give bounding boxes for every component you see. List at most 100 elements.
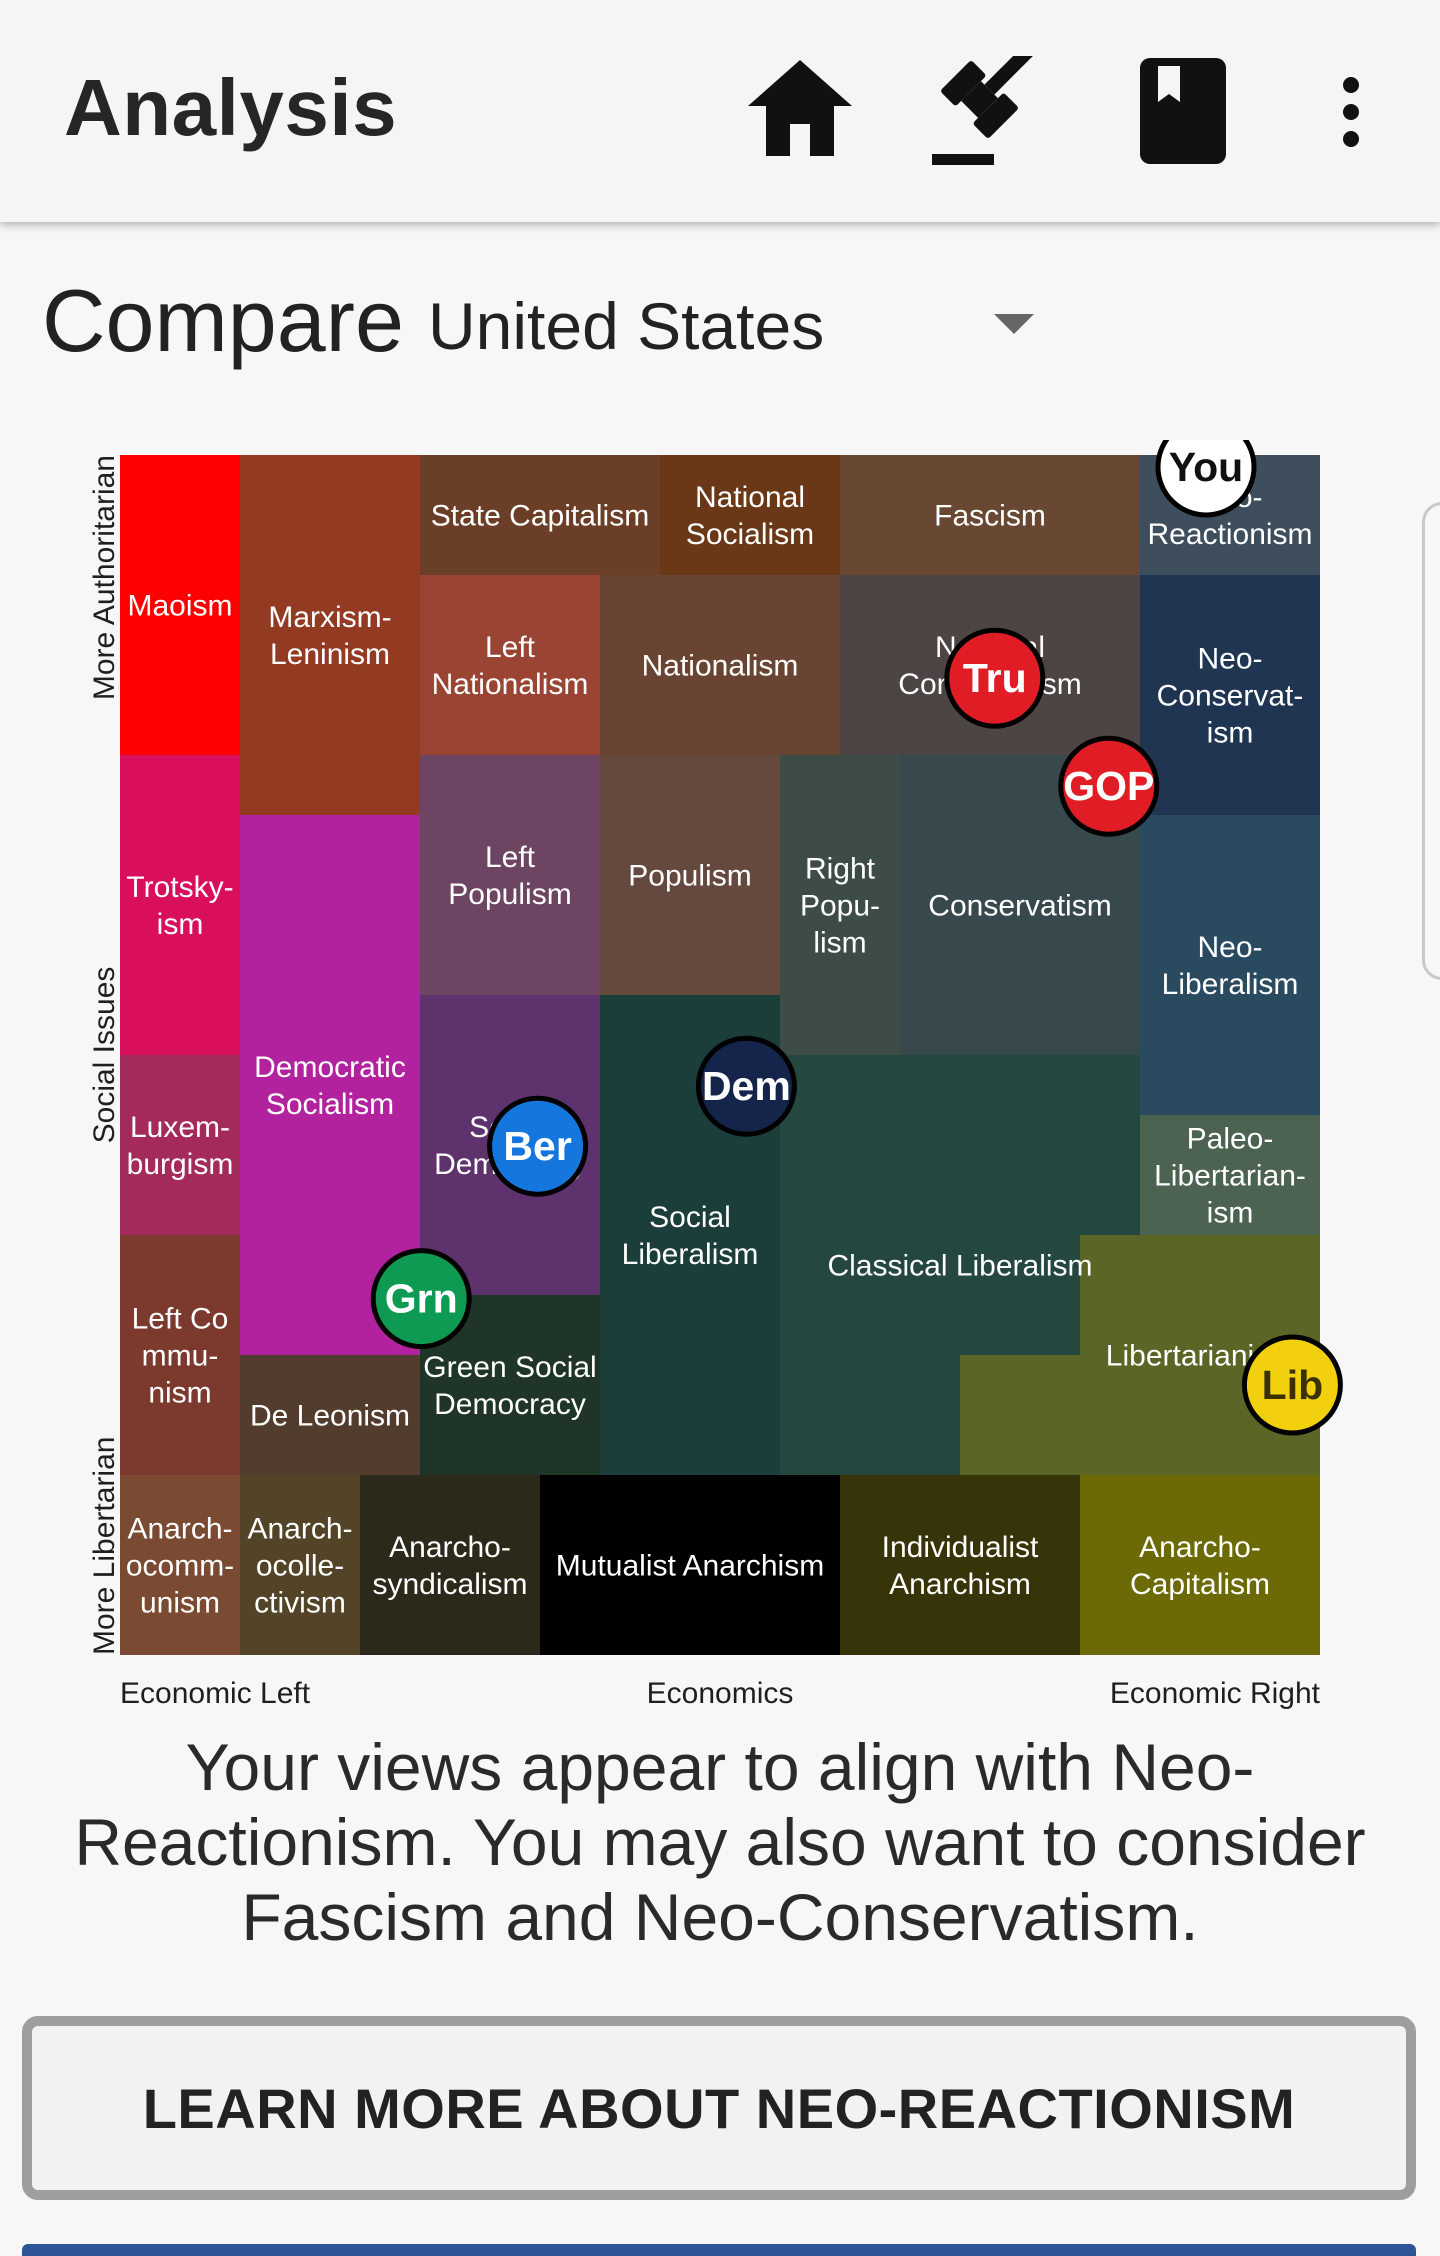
region-block-fascism[interactable] [840, 455, 1140, 575]
marker-you[interactable]: You [1155, 440, 1257, 518]
region-libertarianism[interactable] [960, 1235, 1320, 1475]
region-label-line: Green Social [423, 1351, 596, 1384]
region-block-right-populism[interactable] [780, 755, 900, 1055]
region-block-libertarianism-2[interactable] [960, 1355, 1080, 1475]
region-label-line: Conservat- [1157, 680, 1304, 713]
region-block-marxism-leninism[interactable] [240, 455, 420, 815]
region-block-individualist-anarchism[interactable] [840, 1475, 1080, 1655]
region-block-anarcho-communism[interactable] [120, 1475, 240, 1655]
region-left-communism[interactable] [120, 1235, 240, 1475]
learn-more-button[interactable]: LEARN MORE ABOUT NEO-REACTIONISM [22, 2016, 1416, 2200]
region-block-national-socialism[interactable] [660, 455, 840, 575]
marker-circle-dem[interactable] [695, 1035, 797, 1137]
region-label-mutualist-anarchism: Mutualist Anarchism [556, 1550, 824, 1583]
region-block-left-populism[interactable] [420, 755, 600, 995]
region-label-line: ocolle- [256, 1550, 344, 1583]
region-label-line: Neo- [1197, 931, 1262, 964]
region-de-leonism[interactable] [240, 1355, 420, 1475]
region-luxemburgism[interactable] [120, 1055, 240, 1235]
region-label-line: burgism [127, 1148, 234, 1181]
region-anarcho-capitalism[interactable] [1080, 1475, 1320, 1655]
region-label-line: Populism [628, 860, 751, 893]
country-dropdown[interactable]: United States [428, 278, 1040, 374]
y-axis-label-top: More Authoritarian [88, 455, 121, 700]
marker-circle-ber[interactable] [487, 1095, 589, 1197]
page-title: Analysis [64, 63, 398, 152]
region-block-paleo-libertarianism[interactable] [1140, 1115, 1320, 1235]
region-block-mutualist-anarchism[interactable] [540, 1475, 840, 1655]
region-block-populism[interactable] [600, 755, 780, 995]
region-label-left-populism: Left Populism [448, 841, 571, 911]
region-label-luxemburgism: Luxem-burgism [127, 1111, 234, 1181]
region-label-line: Anarch- [247, 1513, 352, 1546]
marker-circle-tru[interactable] [944, 627, 1046, 729]
region-block-maoism[interactable] [120, 455, 240, 755]
region-label-de-leonism: De Leonism [250, 1400, 410, 1433]
region-block-de-leonism[interactable] [240, 1355, 420, 1475]
region-label-line: Populism [448, 878, 571, 911]
region-block-neo-liberalism[interactable] [1140, 815, 1320, 1115]
region-label-neo-conservatism: Neo- Conservat-ism [1157, 643, 1304, 750]
region-label-line: Anarchism [889, 1568, 1031, 1601]
region-populism[interactable] [600, 755, 780, 995]
region-neo-conservatism[interactable] [1140, 575, 1320, 815]
region-left-populism[interactable] [420, 755, 600, 995]
region-label-line: lism [813, 927, 866, 960]
region-block-neo-conservatism[interactable] [1140, 575, 1320, 815]
marker-dem[interactable]: Dem [695, 1035, 797, 1137]
region-label-marxism-leninism: Marxism- Leninism [268, 601, 391, 671]
region-maoism[interactable] [120, 455, 240, 755]
region-anarcho-syndicalism[interactable] [360, 1475, 540, 1655]
region-label-fascism: Fascism [934, 500, 1046, 533]
marker-circle-gop[interactable] [1058, 735, 1160, 837]
gavel-icon[interactable] [926, 56, 1050, 172]
marker-circle-lib[interactable] [1241, 1334, 1343, 1436]
region-individualist-anarchism[interactable] [840, 1475, 1080, 1655]
x-axis-label-left: Economic Left [120, 1677, 311, 1710]
marker-lib[interactable]: Lib [1241, 1334, 1343, 1436]
region-fascism[interactable] [840, 455, 1140, 575]
more-vert-icon[interactable] [1334, 76, 1368, 148]
y-axis-label-bottom: More Libertarian [88, 1437, 121, 1655]
marker-grn[interactable]: Grn [370, 1248, 472, 1350]
region-block-anarcho-capitalism[interactable] [1080, 1475, 1320, 1655]
country-value: United States [428, 289, 825, 363]
home-icon[interactable] [744, 56, 856, 160]
region-marxism-leninism[interactable] [240, 455, 420, 815]
edge-panel-handle[interactable] [1422, 502, 1440, 980]
region-label-line: Left [485, 841, 536, 874]
region-national-socialism[interactable] [660, 455, 840, 575]
region-block-nationalism[interactable] [600, 575, 840, 755]
marker-tru[interactable]: Tru [944, 627, 1046, 729]
region-label-line: Democratic [254, 1051, 406, 1084]
region-label-populism: Populism [628, 860, 751, 893]
region-mutualist-anarchism[interactable] [540, 1475, 840, 1655]
region-label-line: Left Co [132, 1303, 229, 1336]
region-right-populism[interactable] [780, 755, 900, 1055]
region-block-left-communism[interactable] [120, 1235, 240, 1475]
region-state-capitalism[interactable] [420, 455, 660, 575]
region-left-nationalism[interactable] [420, 575, 600, 755]
region-block-luxemburgism[interactable] [120, 1055, 240, 1235]
region-neo-liberalism[interactable] [1140, 815, 1320, 1115]
book-icon[interactable] [1138, 56, 1228, 166]
region-trotskyism[interactable] [120, 755, 240, 1055]
region-label-line: Paleo- [1187, 1123, 1274, 1156]
region-block-trotskyism[interactable] [120, 755, 240, 1055]
marker-label-tru: Tru [963, 655, 1027, 701]
region-label-maoism: Maoism [127, 590, 232, 623]
marker-gop[interactable]: GOP [1058, 735, 1160, 837]
marker-ber[interactable]: Ber [487, 1095, 589, 1197]
region-paleo-libertarianism[interactable] [1140, 1115, 1320, 1235]
region-anarcho-communism[interactable] [120, 1475, 240, 1655]
region-label-left-communism: Left Co mmu-nism [132, 1303, 229, 1410]
region-block-state-capitalism[interactable] [420, 455, 660, 575]
marker-label-ber: Ber [503, 1123, 571, 1169]
marker-circle-grn[interactable] [370, 1248, 472, 1350]
region-block-anarcho-syndicalism[interactable] [360, 1475, 540, 1655]
region-nationalism[interactable] [600, 575, 840, 755]
region-block-anarcho-collectivism[interactable] [240, 1475, 360, 1655]
region-block-left-nationalism[interactable] [420, 575, 600, 755]
marker-circle-you[interactable] [1155, 440, 1257, 518]
region-anarcho-collectivism[interactable] [240, 1475, 360, 1655]
